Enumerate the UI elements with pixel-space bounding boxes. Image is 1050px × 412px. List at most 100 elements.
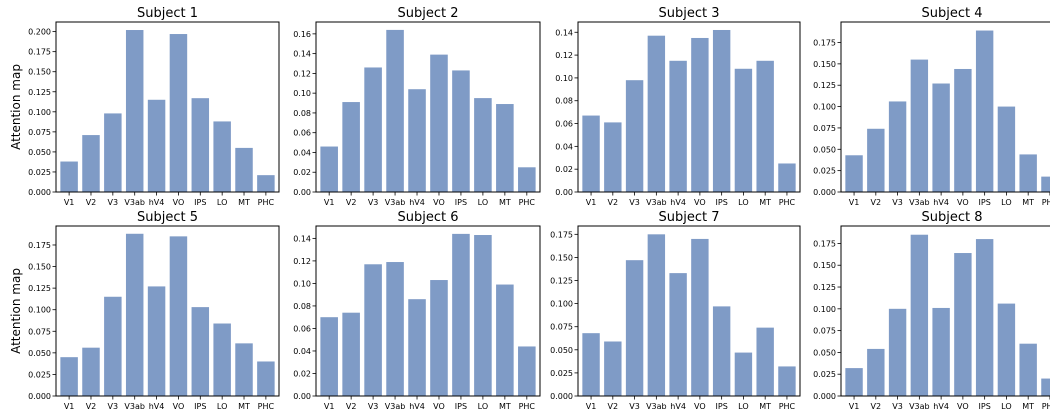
x-tick-label-phc: PHC <box>258 402 275 411</box>
bar-v3 <box>104 296 122 396</box>
x-tick-label-v3: V3 <box>892 198 903 207</box>
bar-ips <box>975 30 994 192</box>
y-tick-label: 0.000 <box>550 392 573 401</box>
bar-lo <box>997 303 1016 396</box>
y-tick-label: 0.175 <box>550 230 573 239</box>
y-tick-label: 0.100 <box>28 108 51 117</box>
bar-v3 <box>888 308 907 396</box>
y-tick-label: 0.04 <box>555 142 573 151</box>
bar-v3ab <box>386 29 404 192</box>
y-tick-label: 0.100 <box>550 300 573 309</box>
bar-phc <box>1041 176 1050 192</box>
bar-v3ab <box>125 30 144 192</box>
y-tick-label: 0.075 <box>550 323 573 332</box>
y-tick-label: 0.075 <box>813 327 836 336</box>
x-tick-label-v1: V1 <box>324 402 335 411</box>
y-tick-label: 0.125 <box>28 88 51 97</box>
bar-mt <box>1019 343 1037 396</box>
bar-v2 <box>82 347 100 396</box>
y-tick-label: 0.050 <box>28 349 51 358</box>
x-tick-label-hv4: hV4 <box>670 198 686 207</box>
bar-v1 <box>845 368 863 396</box>
y-tick-label: 0.08 <box>293 302 311 311</box>
x-tick-label-ips: IPS <box>194 198 206 207</box>
bar-v2 <box>604 122 622 192</box>
x-tick-label-ips: IPS <box>455 402 467 411</box>
x-tick-label-v2: V2 <box>86 402 97 411</box>
bar-v1 <box>582 115 600 192</box>
x-tick-label-vo: VO <box>173 402 185 411</box>
y-tick-label: 0.100 <box>813 103 836 112</box>
bar-v2 <box>867 128 885 192</box>
y-tick-label: 0.12 <box>555 51 573 60</box>
bar-v3ab <box>647 35 666 192</box>
y-tick-label: 0.14 <box>293 234 311 243</box>
x-tick-label-v2: V2 <box>871 402 882 411</box>
bar-vo <box>430 54 448 193</box>
x-tick-label-lo: LO <box>1001 402 1011 411</box>
bar-v2 <box>342 102 360 192</box>
x-tick-label-hv4: hV4 <box>149 402 165 411</box>
bar-v2 <box>342 312 360 396</box>
subplot-subject-1: 0.000 0.025 0.050 0.075 0.100 0.125 0.150 0.175… <box>9 6 280 207</box>
x-tick-label-v3ab: V3ab <box>385 402 406 411</box>
bar-ips <box>452 70 470 192</box>
x-tick-label-vo: VO <box>433 402 445 411</box>
y-tick-label: 0.175 <box>813 239 836 248</box>
x-tick-label-ips: IPS <box>979 402 991 411</box>
x-tick-label-v3ab: V3ab <box>646 402 667 411</box>
y-tick-label: 0.00 <box>555 188 573 197</box>
bar-vo <box>691 37 709 192</box>
bar-vo <box>169 34 188 192</box>
y-tick-label: 0.175 <box>28 241 51 250</box>
bar-lo <box>213 323 231 396</box>
subplot-title: Subject 5 <box>137 210 198 225</box>
x-tick-label-v1: V1 <box>849 402 860 411</box>
y-tick-label: 0.14 <box>293 50 311 59</box>
bar-v3 <box>104 113 122 192</box>
axes-frame <box>315 225 541 397</box>
subplot-title: Subject 1 <box>137 6 198 21</box>
y-tick-label: 0.00 <box>293 188 311 197</box>
bar-mt <box>496 104 514 192</box>
y-tick-label: 0.200 <box>28 28 51 37</box>
bar-v3ab <box>647 234 666 396</box>
x-tick-label-lo: LO <box>478 198 488 207</box>
y-tick-label: 0.16 <box>293 30 311 39</box>
bar-vo <box>169 236 188 396</box>
x-tick-label-phc: PHC <box>779 198 796 207</box>
y-tick-label: 0.14 <box>555 28 573 37</box>
x-tick-label-v2: V2 <box>608 198 619 207</box>
x-tick-label-v3: V3 <box>892 402 903 411</box>
y-tick-label: 0.10 <box>293 89 311 98</box>
bar-v3ab <box>910 59 929 193</box>
bar-hv4 <box>932 307 950 396</box>
bar-phc <box>257 361 275 396</box>
bar-mt <box>1019 154 1037 192</box>
y-tick-label: 0.12 <box>293 69 311 78</box>
y-tick-label: 0.050 <box>813 348 836 357</box>
x-tick-label-ips: IPS <box>716 402 728 411</box>
y-tick-label: 0.08 <box>555 97 573 106</box>
x-tick-label-hv4: hV4 <box>149 198 165 207</box>
y-axis-label: Attention map <box>9 64 23 150</box>
x-tick-label-phc: PHC <box>1042 198 1050 207</box>
x-tick-label-lo: LO <box>478 402 488 411</box>
y-tick-label: 0.025 <box>28 370 51 379</box>
y-tick-label: 0.06 <box>293 129 311 138</box>
y-tick-label: 0.000 <box>28 392 51 401</box>
bar-mt <box>756 60 774 192</box>
bar-hv4 <box>408 299 426 396</box>
bar-v1 <box>320 317 338 396</box>
x-tick-label-lo: LO <box>217 198 227 207</box>
bar-hv4 <box>669 60 687 192</box>
x-tick-label-v3ab: V3ab <box>124 402 145 411</box>
bar-lo <box>474 235 492 396</box>
bar-ips <box>452 233 470 396</box>
bar-lo <box>734 352 753 396</box>
y-tick-label: 0.02 <box>555 165 573 174</box>
y-tick-label: 0.125 <box>550 277 573 286</box>
bar-phc <box>778 163 796 192</box>
x-tick-label-hv4: hV4 <box>409 402 425 411</box>
